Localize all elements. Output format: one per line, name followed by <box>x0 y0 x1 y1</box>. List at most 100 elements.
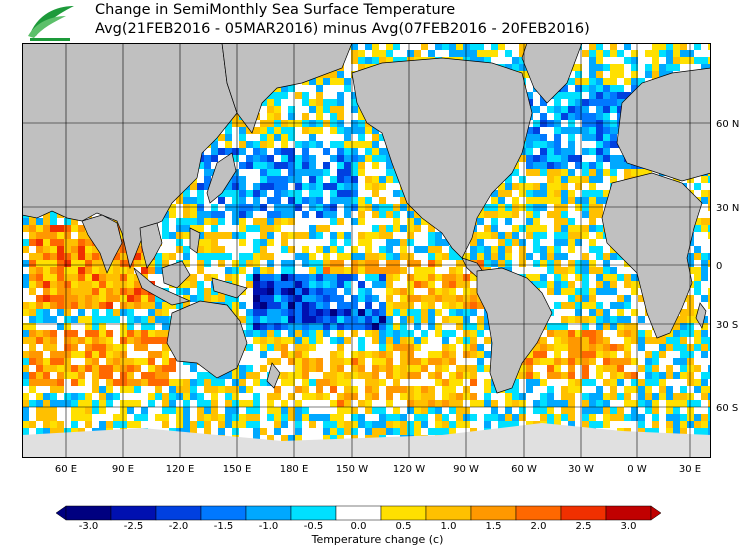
anomaly-cell <box>309 281 316 288</box>
sumatra-java <box>133 267 192 306</box>
anomaly-cell <box>589 92 596 99</box>
anomaly-cell <box>197 253 204 260</box>
anomaly-cell <box>351 274 358 281</box>
anomaly-cell <box>540 225 547 232</box>
anomaly-cell <box>316 414 323 421</box>
anomaly-cell <box>365 330 372 337</box>
anomaly-cell <box>176 407 183 414</box>
anomaly-cell <box>197 414 204 421</box>
anomaly-cell <box>78 414 85 421</box>
anomaly-cell <box>330 421 337 428</box>
anomaly-cell <box>372 211 379 218</box>
anomaly-cell <box>197 183 204 190</box>
anomaly-cell <box>281 148 288 155</box>
anomaly-cell <box>561 190 568 197</box>
anomaly-cell <box>498 43 505 50</box>
anomaly-cell <box>624 351 631 358</box>
anomaly-cell <box>582 274 589 281</box>
anomaly-cell <box>554 190 561 197</box>
anomaly-cell <box>533 379 540 386</box>
anomaly-cell <box>512 421 519 428</box>
anomaly-cell <box>36 239 43 246</box>
anomaly-cell <box>64 344 71 351</box>
anomaly-cell <box>540 407 547 414</box>
anomaly-cell <box>281 176 288 183</box>
anomaly-cell <box>351 92 358 99</box>
anomaly-cell <box>575 351 582 358</box>
anomaly-cell <box>204 407 211 414</box>
anomaly-cell <box>463 421 470 428</box>
anomaly-cell <box>596 190 603 197</box>
anomaly-cell <box>169 302 176 309</box>
anomaly-cell <box>36 393 43 400</box>
anomaly-cell <box>442 316 449 323</box>
anomaly-cell <box>162 323 169 330</box>
anomaly-cell <box>148 295 155 302</box>
anomaly-cell <box>372 190 379 197</box>
anomaly-cell <box>50 400 57 407</box>
anomaly-cell <box>554 127 561 134</box>
anomaly-cell <box>148 267 155 274</box>
anomaly-cell <box>323 316 330 323</box>
anomaly-cell <box>617 309 624 316</box>
anomaly-cell <box>596 386 603 393</box>
anomaly-cell <box>575 99 582 106</box>
anomaly-cell <box>386 309 393 316</box>
anomaly-cell <box>316 204 323 211</box>
anomaly-cell <box>274 414 281 421</box>
anomaly-cell <box>99 365 106 372</box>
anomaly-cell <box>393 379 400 386</box>
anomaly-cell <box>442 337 449 344</box>
anomaly-cell <box>309 176 316 183</box>
anomaly-cell <box>232 204 239 211</box>
anomaly-cell <box>57 239 64 246</box>
anomaly-cell <box>302 183 309 190</box>
anomaly-cell <box>652 71 659 78</box>
anomaly-cell <box>449 267 456 274</box>
anomaly-cell <box>365 155 372 162</box>
anomaly-cell <box>540 155 547 162</box>
anomaly-cell <box>526 232 533 239</box>
anomaly-cell <box>302 246 309 253</box>
anomaly-cell <box>589 295 596 302</box>
anomaly-cell <box>498 183 505 190</box>
anomaly-cell <box>442 43 449 50</box>
anomaly-cell <box>519 204 526 211</box>
anomaly-cell <box>470 253 477 260</box>
anomaly-cell <box>554 232 561 239</box>
anomaly-cell <box>253 400 260 407</box>
anomaly-cell <box>435 365 442 372</box>
anomaly-cell <box>176 246 183 253</box>
anomaly-cell <box>631 330 638 337</box>
anomaly-cell <box>71 246 78 253</box>
anomaly-cell <box>232 120 239 127</box>
anomaly-cell <box>323 393 330 400</box>
anomaly-cell <box>197 281 204 288</box>
anomaly-cell <box>680 309 687 316</box>
anomaly-cell <box>596 246 603 253</box>
anomaly-cell <box>694 43 701 50</box>
anomaly-cell <box>400 57 407 64</box>
anomaly-cell <box>617 302 624 309</box>
anomaly-cell <box>372 316 379 323</box>
anomaly-cell <box>582 414 589 421</box>
anomaly-cell <box>141 288 148 295</box>
anomaly-cell <box>253 302 260 309</box>
land-masses <box>22 43 711 458</box>
anomaly-cell <box>582 393 589 400</box>
anomaly-cell <box>351 316 358 323</box>
anomaly-cell <box>162 302 169 309</box>
anomaly-cell <box>449 400 456 407</box>
anomaly-cell <box>379 421 386 428</box>
anomaly-cell <box>176 414 183 421</box>
anomaly-cell <box>400 365 407 372</box>
anomaly-cell <box>708 393 711 400</box>
anomaly-cell <box>22 225 29 232</box>
anomaly-cell <box>449 274 456 281</box>
anomaly-cell <box>442 274 449 281</box>
anomaly-cell <box>407 260 414 267</box>
anomaly-cell <box>526 358 533 365</box>
anomaly-cell <box>106 351 113 358</box>
anomaly-cell <box>71 288 78 295</box>
anomaly-cell <box>575 379 582 386</box>
